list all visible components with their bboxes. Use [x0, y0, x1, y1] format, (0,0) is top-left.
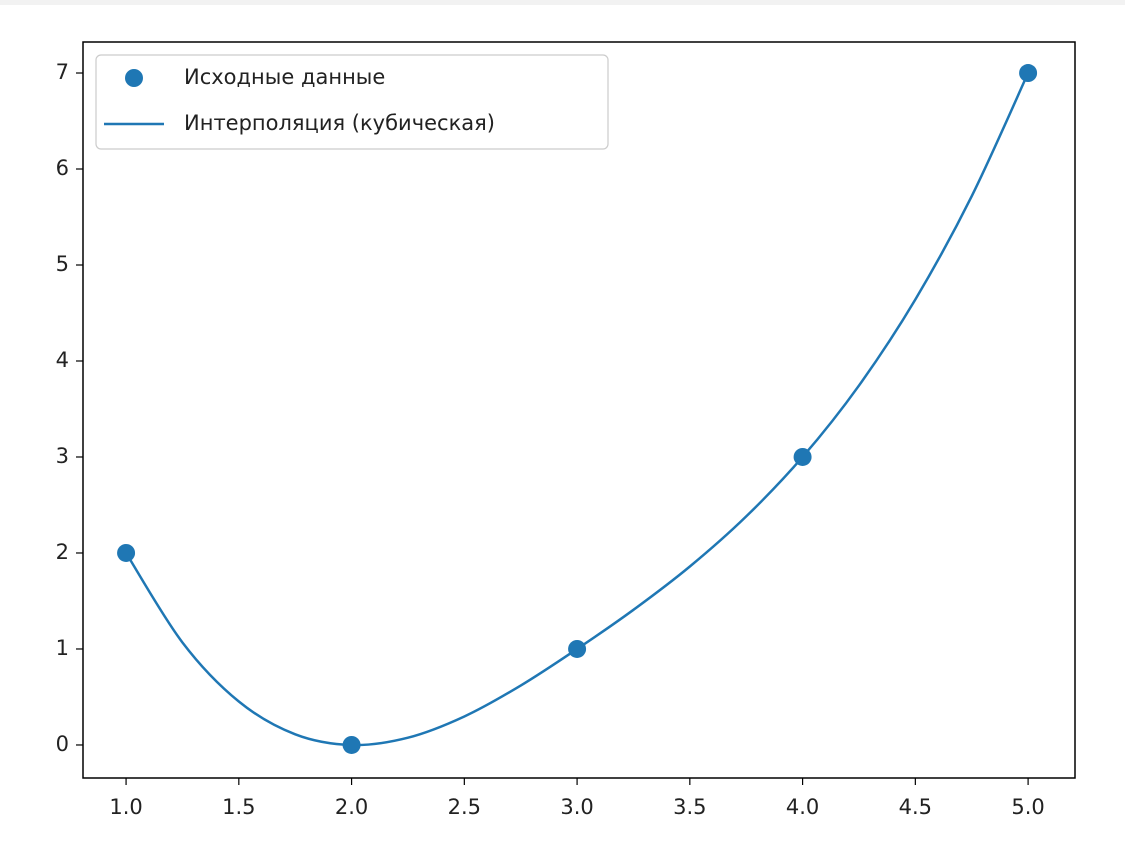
x-tick-label: 2.5: [448, 795, 481, 819]
data-point: [793, 447, 812, 466]
y-tick-label: 2: [56, 540, 69, 564]
y-tick-label: 5: [56, 252, 69, 276]
top-strip: [0, 0, 1125, 5]
legend-label: Интерполяция (кубическая): [184, 111, 495, 135]
y-tick-label: 7: [56, 60, 69, 84]
y-tick-label: 4: [56, 348, 69, 372]
x-tick-label: 4.5: [899, 795, 932, 819]
x-tick-label: 4.0: [786, 795, 819, 819]
data-point: [342, 735, 361, 754]
interpolation-line: [125, 72, 1030, 747]
data-point: [1019, 64, 1038, 83]
y-tick-label: 3: [56, 444, 69, 468]
y-tick-label: 6: [56, 156, 69, 180]
y-tick-label: 1: [56, 636, 69, 660]
x-tick-label: 2.0: [335, 795, 368, 819]
x-tick-label: 1.5: [222, 795, 255, 819]
x-tick-label: 1.0: [109, 795, 142, 819]
data-point: [117, 543, 136, 562]
legend-marker: [125, 69, 143, 87]
x-tick-label: 3.0: [560, 795, 593, 819]
x-tick-label: 3.5: [673, 795, 706, 819]
data-point: [568, 639, 587, 658]
y-tick-label: 0: [56, 732, 69, 756]
legend-label: Исходные данные: [184, 65, 385, 89]
legend-box: [95, 54, 609, 150]
x-tick-label: 5.0: [1011, 795, 1044, 819]
plot-frame: [82, 41, 1076, 779]
